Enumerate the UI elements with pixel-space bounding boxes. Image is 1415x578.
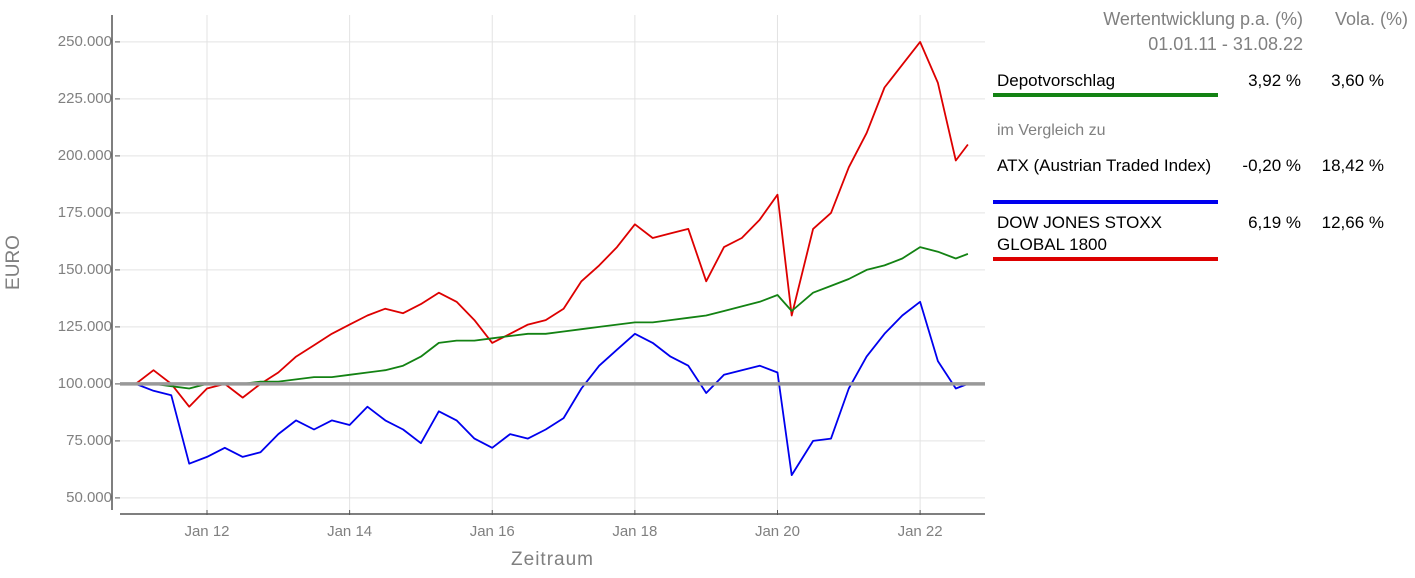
y-tick-label: 150.000: [58, 261, 112, 278]
y-tick-label: 125.000: [58, 318, 112, 335]
legend-swatch: [993, 200, 1218, 204]
legend-period: 01.01.11 - 31.08.22: [1148, 34, 1303, 54]
x-tick-label: Jan 22: [898, 523, 943, 540]
x-tick-label: Jan 20: [755, 523, 800, 540]
y-axis-title: EURO: [3, 235, 24, 290]
legend-vola: 3,60 %: [1331, 71, 1384, 90]
y-tick-label: 50.000: [66, 489, 112, 506]
chart: 50.000 75.000 100.000 125.000 150.000 175.000…: [3, 15, 985, 570]
x-tick-label: Jan 18: [612, 523, 657, 540]
y-tick-label: 200.000: [58, 147, 112, 164]
comparison-label: im Vergleich zu: [997, 122, 1106, 139]
legend-title: Wertentwicklung p.a. (%): [1103, 9, 1303, 29]
y-tick-label: 225.000: [58, 90, 112, 107]
series-line: [135, 300, 969, 476]
y-tick-label: 75.000: [66, 432, 112, 449]
legend-vola: 12,66 %: [1321, 213, 1384, 232]
legend-return: 6,19 %: [1248, 213, 1301, 232]
legend-swatch: [993, 93, 1218, 97]
series-line: [135, 246, 969, 390]
y-tick-label: 175.000: [58, 204, 112, 221]
legend-swatch: [993, 257, 1218, 261]
legend-vola: 18,42 %: [1321, 156, 1384, 175]
legend-label: DOW JONES STOXX GLOBAL 1800: [997, 213, 1162, 254]
x-tick-label: Jan 12: [184, 523, 229, 540]
series-line: [135, 41, 969, 408]
x-axis-title: Zeitraum: [511, 549, 594, 570]
x-tick-label: Jan 16: [470, 523, 515, 540]
legend-vola-title: Vola. (%): [1334, 9, 1408, 29]
legend-label: Depotvorschlag: [997, 71, 1116, 90]
y-tick-label: 100.000: [58, 375, 112, 392]
legend-label: ATX (Austrian Traded Index): [997, 156, 1212, 175]
legend-return: 3,92 %: [1248, 71, 1301, 90]
y-tick-label: 250.000: [58, 33, 112, 50]
legend-return: -0,20 %: [1242, 156, 1301, 175]
x-tick-label: Jan 14: [327, 523, 372, 540]
